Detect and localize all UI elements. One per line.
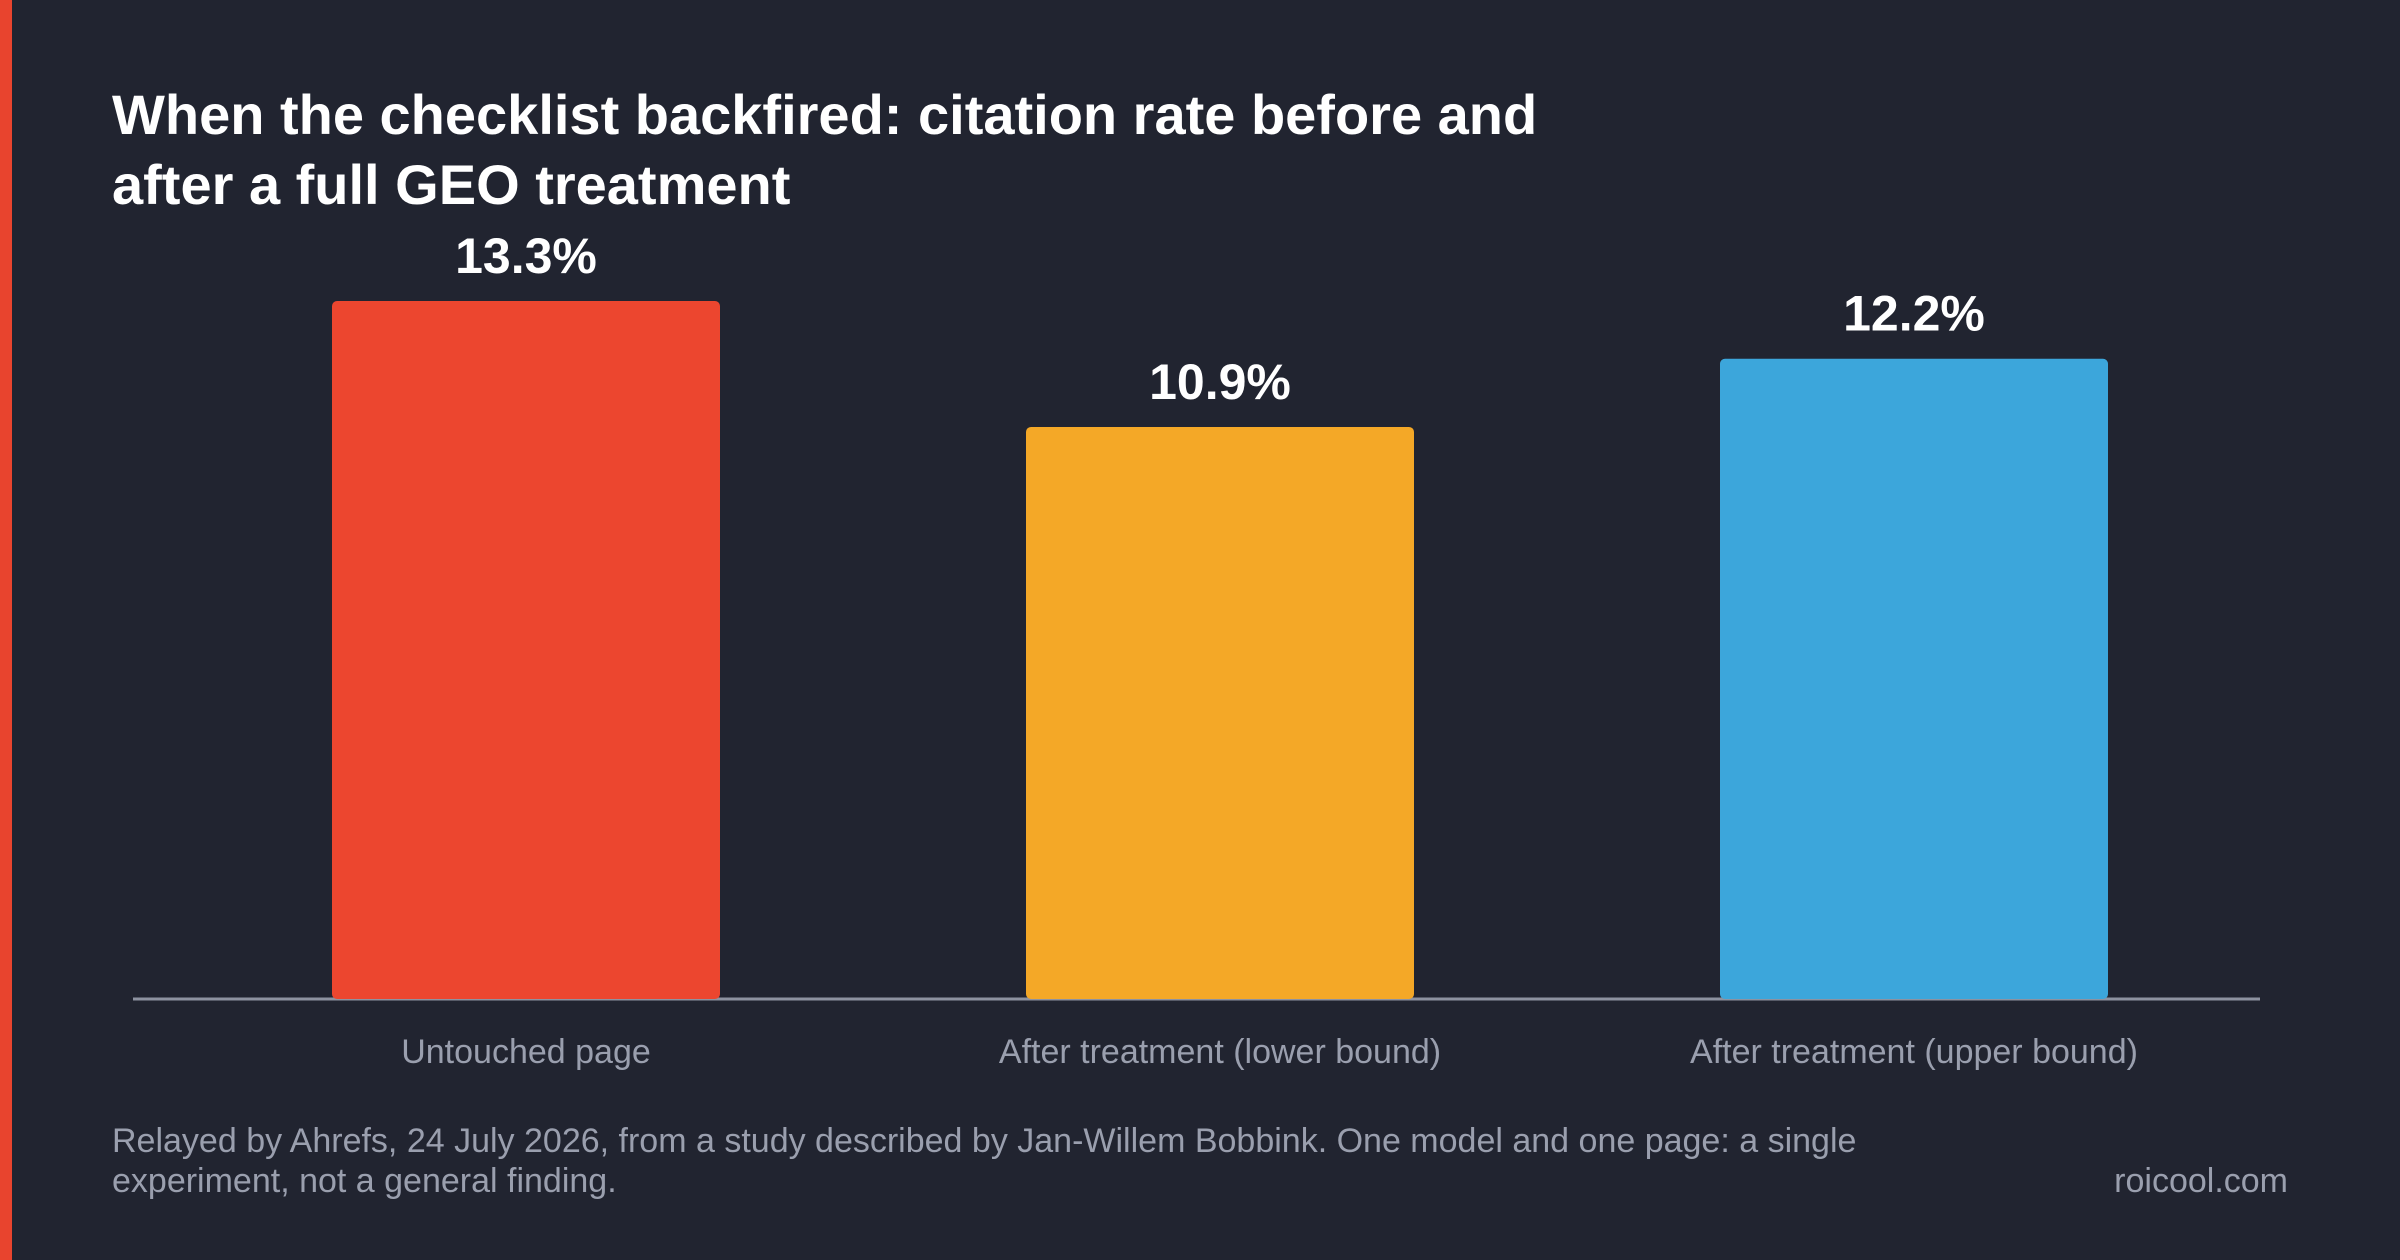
bar-1 (332, 301, 720, 999)
category-label-3: After treatment (upper bound) (1690, 1033, 2138, 1071)
bar-3 (1720, 358, 2108, 999)
category-label-2: After treatment (lower bound) (999, 1033, 1441, 1071)
value-label-2: 10.9% (1149, 354, 1291, 410)
source-note: Relayed by Ahrefs, 24 July 2026, from a … (112, 1122, 1857, 1200)
chart-title: When the checklist backfired: citation r… (112, 83, 1538, 216)
category-label-1: Untouched page (401, 1033, 651, 1071)
bar-2 (1026, 426, 1414, 999)
value-label-3: 12.2% (1843, 286, 1985, 342)
brand-label: roicool.com (2114, 1162, 2288, 1200)
value-label-1: 13.3% (455, 228, 597, 284)
accent-strip (0, 0, 12, 1260)
